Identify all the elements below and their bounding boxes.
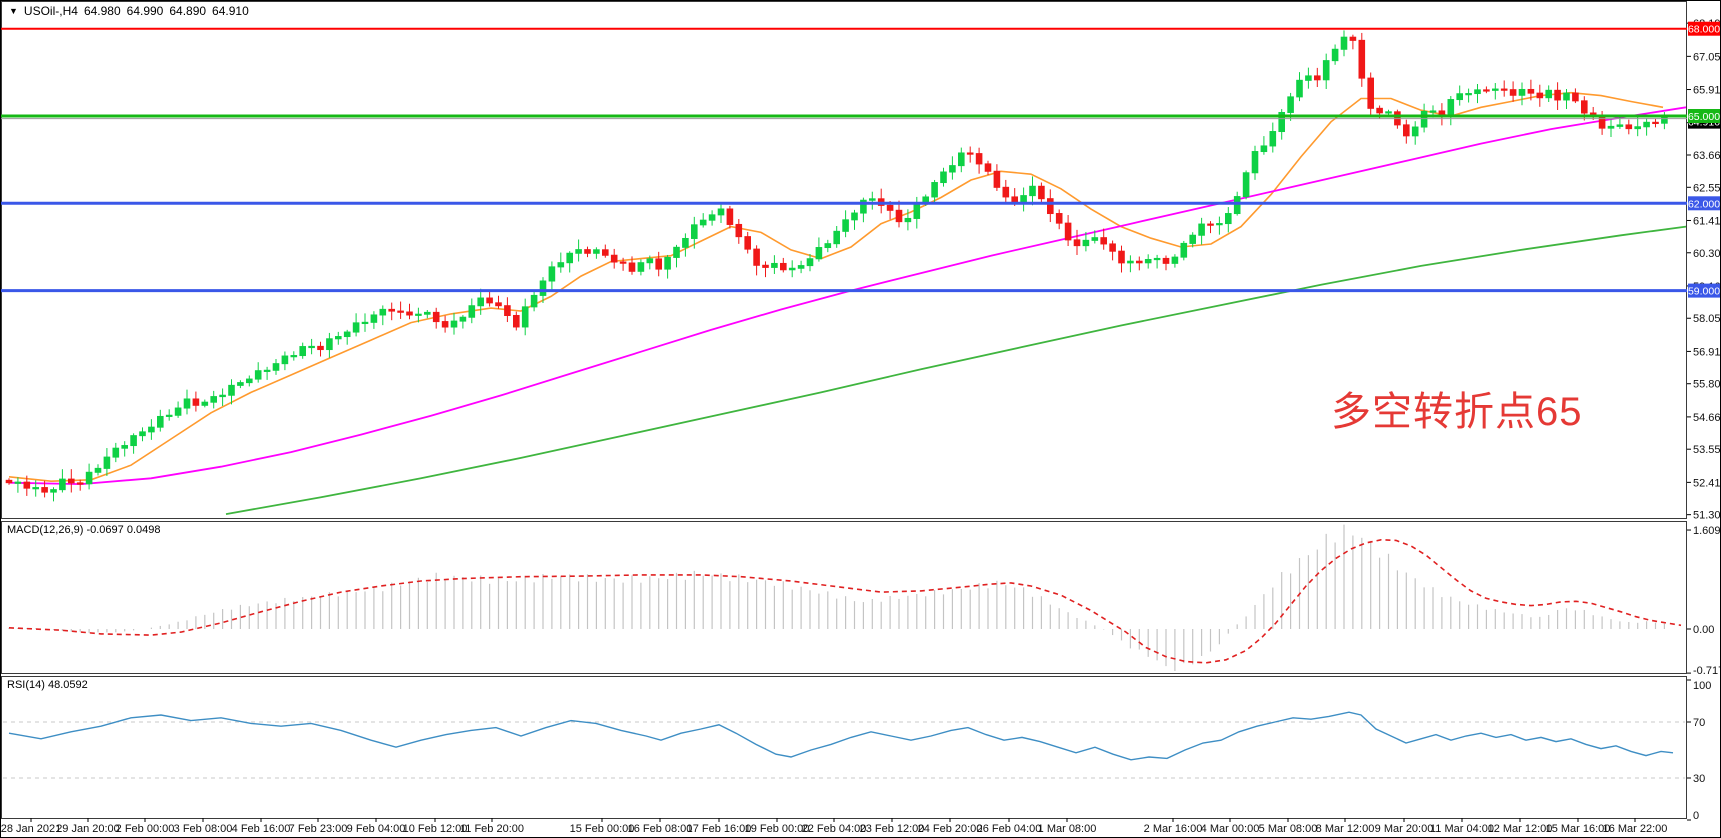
time-axis-label: 4 Feb 16:00 — [232, 823, 291, 835]
time-axis-label: 5 Mar 08:00 — [1259, 823, 1318, 835]
macd-tick-label: 0.00 — [1693, 624, 1714, 636]
time-axis-label: 4 Mar 00:00 — [1201, 823, 1260, 835]
rsi-tick-label: 100 — [1693, 680, 1711, 692]
rsi-layer[interactable]: 100 70 30 0 — [3, 679, 1711, 822]
price-badge-label: 62.000 — [1688, 198, 1720, 210]
time-axis-label: 16 Mar 22:00 — [1603, 823, 1668, 835]
time-axis-label: 9 Feb 04:00 — [347, 823, 406, 835]
rsi-indicator-label: RSI(14) 48.0592 — [7, 679, 88, 691]
time-axis-label: 8 Mar 12:00 — [1316, 823, 1375, 835]
price-tick-label: 51.300 — [1693, 510, 1721, 522]
price-badge-label: 68.000 — [1688, 24, 1720, 36]
time-axis-label: 1 Mar 08:00 — [1038, 823, 1097, 835]
hlines-layer — [1, 27, 1687, 293]
price-badge-label: 59.000 — [1688, 286, 1720, 298]
price-tick-label: 54.660 — [1693, 412, 1721, 424]
macd-tick-label: 1.6093 — [1693, 525, 1721, 537]
price-tick-label: 62.550 — [1693, 182, 1721, 194]
time-axis-label: 17 Feb 16:00 — [687, 823, 752, 835]
chart-titlebar: ▼ USOil-,H4 64.980 64.990 64.890 64.910 — [9, 4, 249, 18]
ma-slow-line — [225, 225, 1687, 515]
quote-low: 64.890 — [169, 4, 207, 18]
price-badge-label: 65.000 — [1688, 111, 1720, 123]
price-tick-label: 63.660 — [1693, 150, 1721, 162]
time-axis-label: 26 Feb 04:00 — [977, 823, 1042, 835]
time-axis-label: 16 Feb 08:00 — [628, 823, 693, 835]
candles-layer — [5, 30, 1668, 502]
price-tick-label: 58.050 — [1693, 313, 1721, 325]
rsi-tick-label: 30 — [1693, 773, 1705, 785]
time-axis-label: 28 Jan 2021 — [1, 823, 61, 835]
quote-close: 64.910 — [212, 4, 249, 18]
time-axis-label: 15 Mar 16:00 — [1546, 823, 1611, 835]
time-axis-label: 7 Feb 23:00 — [289, 823, 348, 835]
time-axis-label: 12 Mar 12:00 — [1488, 823, 1553, 835]
price-tick-label: 61.410 — [1693, 215, 1721, 227]
price-badge — [1688, 196, 1720, 211]
time-axis-label: 3 Feb 08:00 — [174, 823, 233, 835]
macd-signal-line — [8, 538, 1682, 664]
time-axis-label: 29 Jan 20:00 — [56, 823, 120, 835]
symbol-timeframe-label: USOil-,H4 — [23, 4, 78, 18]
time-axis-label: 15 Feb 00:00 — [570, 823, 635, 835]
time-axis-label: 22 Feb 04:00 — [802, 823, 867, 835]
price-tick-label: 56.910 — [1693, 346, 1721, 358]
quote-high: 64.990 — [126, 4, 164, 18]
price-tick-label: 60.300 — [1693, 248, 1721, 260]
chart-text-annotation: 多空转折点65 — [1331, 390, 1583, 434]
quote-open: 64.980 — [83, 4, 121, 18]
price-tick-label: 67.050 — [1693, 51, 1721, 63]
time-axis-label: 10 Feb 12:00 — [403, 823, 468, 835]
macd-tick-label: -0.7172 — [1693, 665, 1721, 677]
time-axis-label: 2 Mar 16:00 — [1144, 823, 1203, 835]
time-axis-label: 23 Feb 12:00 — [860, 823, 925, 835]
panel-frames — [1, 1, 1687, 819]
price-tick-label: 52.410 — [1693, 477, 1721, 489]
time-axis-label: 24 Feb 20:00 — [918, 823, 983, 835]
chart-dropdown-icon[interactable]: ▼ — [9, 6, 18, 16]
price-badge — [1688, 21, 1720, 36]
time-axis-label: 19 Feb 00:00 — [745, 823, 810, 835]
price-axis[interactable]: 68.19067.05065.91064.77063.66062.55061.4… — [1687, 18, 1721, 522]
time-axis-label: 9 Mar 20:00 — [1375, 823, 1434, 835]
time-axis-label: 11 Mar 04:00 — [1430, 823, 1494, 835]
price-tick-label: 55.800 — [1693, 379, 1721, 391]
price-tick-label: 53.550 — [1693, 444, 1721, 456]
rsi-line — [8, 711, 1674, 761]
macd-indicator-label: MACD(12,26,9) -0.0697 0.0498 — [7, 524, 161, 536]
price-tick-label: 65.910 — [1693, 85, 1721, 97]
time-axis-label: 11 Feb 20:00 — [460, 823, 524, 835]
macd-layer[interactable]: 1.6093 0.00 -0.7172 — [8, 524, 1721, 677]
price-badge — [1688, 283, 1720, 298]
price-badge — [1688, 109, 1720, 123]
rsi-tick-label: 0 — [1693, 810, 1699, 822]
rsi-tick-label: 70 — [1693, 717, 1705, 729]
time-axis-label: 2 Feb 00:00 — [116, 823, 175, 835]
